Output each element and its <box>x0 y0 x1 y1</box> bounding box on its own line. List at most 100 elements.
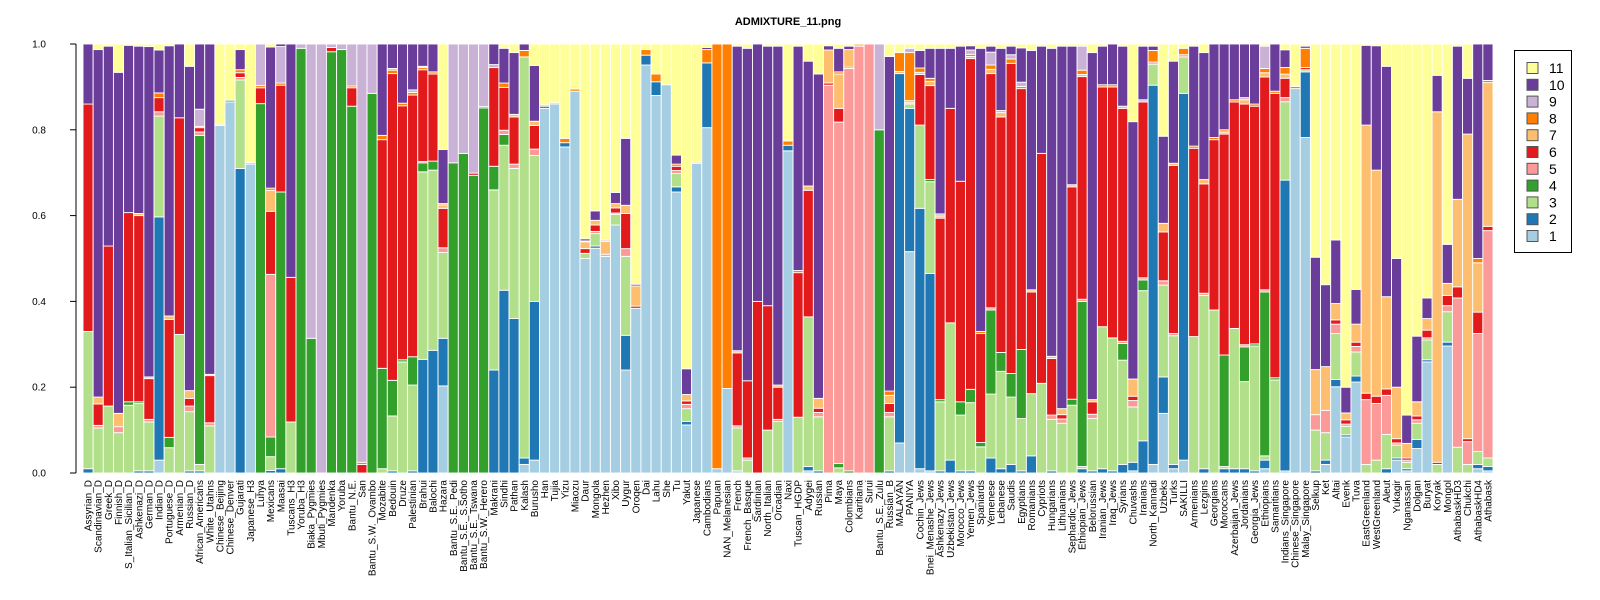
segment-component-2 <box>498 289 510 474</box>
x-tick-label: Georgians <box>1210 480 1221 526</box>
bar-Uzbekistan_Jews <box>944 43 956 474</box>
segment-component-6 <box>1015 88 1027 350</box>
segment-component-4 <box>265 436 277 458</box>
x-tick-label: Biaka_Pygmies <box>307 480 318 549</box>
segment-component-3 <box>812 416 824 472</box>
segment-component-6 <box>1370 395 1382 404</box>
segment-component-5 <box>1157 280 1169 286</box>
x-tick-label: Lithuanians <box>1057 480 1068 531</box>
segment-component-10 <box>1411 335 1423 403</box>
bar-PANIYA <box>904 43 916 474</box>
segment-component-10 <box>437 149 449 205</box>
x-tick-label: Xibo <box>611 480 622 500</box>
segment-component-8 <box>1279 67 1291 75</box>
segment-component-3 <box>904 103 916 109</box>
bar-Mexicans <box>265 43 277 474</box>
y-tick-label: 0.2 <box>32 383 46 394</box>
segment-component-10 <box>1208 43 1220 138</box>
segment-component-6 <box>356 463 368 474</box>
segment-component-5 <box>528 148 540 156</box>
bar-Hazara <box>437 43 449 474</box>
segment-component-11 <box>660 43 672 86</box>
segment-component-4 <box>1005 373 1017 398</box>
x-tick-label: Indians_Singapore <box>1281 480 1292 564</box>
x-tick-label: Maya <box>834 480 845 505</box>
segment-component-10 <box>924 47 936 79</box>
segment-component-4 <box>975 442 987 448</box>
segment-component-1 <box>518 463 530 474</box>
segment-component-2 <box>701 62 713 129</box>
segment-component-3 <box>1462 463 1474 474</box>
segment-component-6 <box>1340 419 1352 425</box>
bar-Athabask <box>1482 43 1494 474</box>
segment-component-6 <box>1036 152 1048 384</box>
segment-component-2 <box>1127 461 1139 472</box>
segment-component-1 <box>569 90 581 474</box>
x-tick-label: Hungarians <box>1047 480 1058 531</box>
x-tick-label: Scandinavian_D <box>94 480 105 553</box>
y-tick-label: 0.8 <box>32 125 46 136</box>
x-tick-label: Bantu_N.E. <box>347 480 358 531</box>
segment-component-10 <box>1370 45 1382 171</box>
segment-component-3 <box>1320 432 1332 461</box>
bar-Chinese_Singapore <box>1289 43 1301 474</box>
bar-Burusho <box>528 43 540 474</box>
segment-component-11 <box>1167 43 1179 62</box>
x-tick-label: Finnish_D <box>114 480 125 525</box>
segment-component-8 <box>883 390 895 396</box>
segment-component-6 <box>1066 186 1078 400</box>
segment-component-2 <box>620 334 632 371</box>
segment-component-8 <box>1076 69 1088 75</box>
segment-component-7 <box>1309 369 1322 416</box>
segment-component-4 <box>407 356 419 386</box>
segment-component-6 <box>924 85 936 181</box>
segment-component-1 <box>244 163 256 474</box>
segment-component-4 <box>1015 348 1027 419</box>
segment-component-2 <box>528 300 540 461</box>
x-tick-label: Druze <box>398 480 409 507</box>
segment-component-11 <box>599 43 611 241</box>
segment-component-3 <box>488 189 500 371</box>
segment-component-2 <box>1482 466 1494 472</box>
segment-component-1 <box>691 162 703 474</box>
segment-component-7 <box>924 80 936 87</box>
segment-component-6 <box>1451 286 1464 299</box>
segment-component-11 <box>1046 43 1058 49</box>
segment-component-6 <box>1025 291 1037 395</box>
segment-component-2 <box>488 369 500 474</box>
segment-component-2 <box>681 421 693 426</box>
bar-Lebanese <box>995 43 1007 474</box>
segment-component-7 <box>681 394 693 402</box>
segment-component-3 <box>498 144 510 291</box>
segment-component-2 <box>1238 468 1250 474</box>
segment-component-6 <box>254 87 267 105</box>
segment-component-6 <box>1259 76 1271 291</box>
segment-component-2 <box>1228 468 1240 474</box>
segment-component-4 <box>954 401 966 416</box>
segment-component-11 <box>650 43 662 75</box>
segment-component-2 <box>1117 463 1129 474</box>
segment-component-11 <box>1451 43 1464 47</box>
segment-component-11 <box>802 43 814 62</box>
segment-component-2 <box>234 167 246 474</box>
segment-component-4 <box>873 129 885 474</box>
bar-Buryat <box>1421 43 1433 474</box>
segment-component-5 <box>183 405 196 413</box>
segment-component-10 <box>417 43 429 67</box>
segment-component-11 <box>1340 43 1352 388</box>
segment-component-6 <box>528 125 540 150</box>
segment-component-11 <box>772 43 784 47</box>
segment-component-10 <box>1401 414 1413 444</box>
segment-component-5 <box>883 412 895 418</box>
segment-component-2 <box>1005 463 1017 474</box>
segment-component-6 <box>102 245 114 407</box>
segment-component-11 <box>589 43 601 212</box>
segment-component-10 <box>1380 65 1393 298</box>
segment-component-11 <box>782 43 794 142</box>
bar-Bantu_S.E._Zulu <box>873 43 885 474</box>
legend-label: 7 <box>1549 127 1557 143</box>
y-tick-label: 0.0 <box>32 469 46 480</box>
legend-item-7: 7 <box>1526 127 1557 143</box>
segment-component-10 <box>1462 77 1474 135</box>
